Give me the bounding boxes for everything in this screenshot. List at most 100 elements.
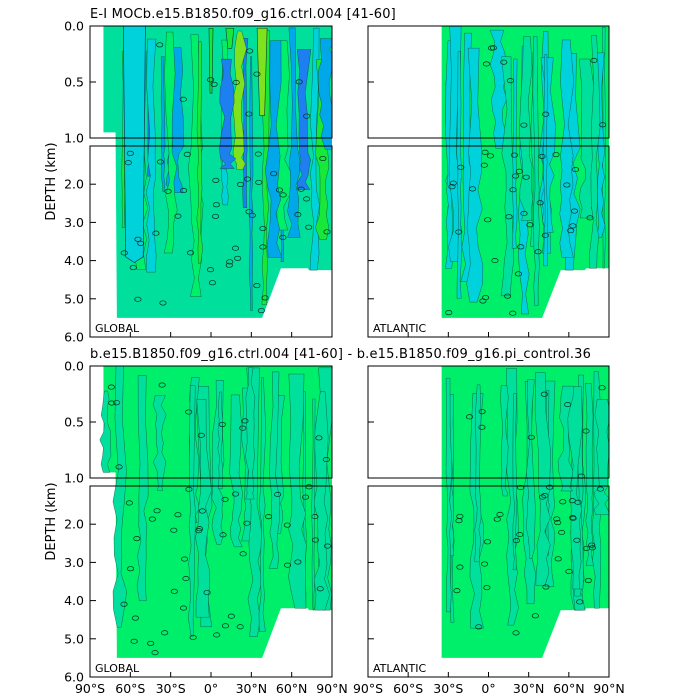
contour-zero-label: [305, 224, 313, 230]
contour-band: [219, 58, 237, 169]
contour-band: [217, 391, 224, 490]
contour-zero-label: [483, 539, 492, 545]
contour-zero-label: [489, 45, 497, 51]
x-tick-label: 90°N: [593, 681, 625, 696]
contour-zero-label: [257, 308, 265, 314]
contour-band: [112, 366, 127, 628]
contour-zero-label: [243, 520, 251, 526]
contour-zero-label: [137, 240, 145, 246]
contour-zero-label: [153, 508, 161, 514]
basin-label: GLOBAL: [95, 322, 140, 335]
contour-zero-label: [161, 630, 169, 636]
contour-band: [195, 399, 212, 618]
x-tick-label: 30°N: [236, 681, 268, 696]
contour-zero-label: [270, 171, 278, 177]
contour-zero-label: [279, 192, 287, 198]
contour-band: [296, 49, 312, 190]
contour-zero-label: [315, 435, 323, 441]
x-tick-label: 90°S: [353, 681, 383, 696]
contour-zero-label: [522, 174, 530, 180]
contour-zero-label: [515, 168, 523, 174]
contour-zero-label: [197, 432, 205, 438]
contour-zero-label: [185, 409, 193, 415]
contour-zero-label: [491, 258, 499, 264]
contour-zero-label: [113, 400, 121, 406]
contour-zero-label: [218, 421, 226, 428]
contour-zero-label: [582, 428, 590, 434]
contour-zero-label: [189, 634, 197, 640]
positive-maximum: [256, 27, 268, 116]
y-tick-label: 3.0: [64, 215, 84, 230]
contour-zero-label: [208, 280, 216, 286]
contour-zero-label: [151, 650, 159, 656]
y-tick-label: 0.5: [64, 415, 84, 430]
contour-zero-label: [120, 250, 128, 256]
contour-zero-label: [185, 486, 193, 492]
x-tick-label: 30°N: [513, 681, 545, 696]
contour-zero-label: [517, 244, 525, 250]
contour-zero-label: [455, 518, 463, 524]
contour-zero-label: [588, 542, 596, 548]
contour-zero-label: [478, 424, 486, 430]
contour-zero-label: [598, 385, 606, 391]
contour-zero-label: [311, 537, 319, 543]
contour-zero-label: [504, 293, 512, 299]
contour-zero-label: [253, 71, 261, 77]
contour-zero-label: [546, 484, 554, 490]
contour-zero-label: [483, 585, 491, 591]
contour-zero-label: [554, 556, 562, 562]
contour-zero-label: [210, 81, 218, 87]
contour-zero-label: [538, 494, 547, 500]
x-tick-label: 30°S: [156, 681, 186, 696]
contour-zero-label: [599, 122, 607, 128]
contour-zero-label: [565, 568, 573, 574]
chart-title: E-I MOCb.e15.B1850.f09_g16.ctrl.004 [41-…: [90, 7, 396, 22]
contour-zero-label: [534, 249, 542, 255]
contour-zero-label: [538, 153, 546, 159]
y-tick-label: 5.0: [64, 291, 84, 306]
contour-zero-label: [319, 155, 327, 162]
contour-zero-label: [484, 217, 492, 223]
contour-band: [268, 371, 280, 569]
contour-zero-label: [212, 177, 220, 183]
contour-zero-label: [512, 630, 520, 636]
contour-zero-label: [179, 605, 188, 611]
contour-zero-label: [203, 590, 211, 596]
contour-band: [557, 385, 574, 492]
contour-zero-label: [241, 418, 249, 424]
contour-zero-label: [573, 537, 581, 543]
contour-band: [196, 41, 203, 264]
contour-zero-label: [243, 176, 252, 182]
contour-zero-label: [540, 391, 548, 397]
contour-zero-label: [506, 78, 514, 84]
contour-zero-label: [107, 384, 115, 390]
contour-zero-label: [129, 265, 137, 271]
contour-zero-label: [265, 514, 273, 520]
contour-zero-label: [274, 491, 282, 497]
contour-zero-label: [457, 164, 465, 170]
contour-zero-label: [297, 186, 305, 192]
y-tick-label: 3.0: [64, 555, 84, 570]
y-tick-label: 2.0: [64, 517, 84, 532]
contour-zero-label: [482, 295, 490, 301]
x-tick-label: 90°S: [75, 681, 105, 696]
contour-band: [511, 58, 518, 249]
contour-band: [99, 390, 112, 473]
contour-zero-label: [448, 184, 456, 190]
contour-zero-label: [478, 409, 486, 415]
y-tick-label: 0.0: [64, 359, 84, 374]
contour-zero-label: [456, 564, 464, 570]
y-tick-label: 2.0: [64, 177, 84, 192]
contour-band: [188, 385, 196, 637]
contour-zero-label: [159, 300, 167, 306]
y-tick-label: 1.0: [64, 131, 84, 146]
contour-zero-label: [156, 159, 164, 165]
contour-zero-label: [181, 556, 189, 562]
contour-zero-label: [183, 151, 191, 157]
contour-zero-label: [254, 151, 262, 157]
basin-label-bg: [93, 662, 145, 675]
contour-zero-label: [134, 296, 142, 302]
contour-zero-label: [311, 514, 319, 520]
x-tick-label: 60°N: [276, 681, 308, 696]
